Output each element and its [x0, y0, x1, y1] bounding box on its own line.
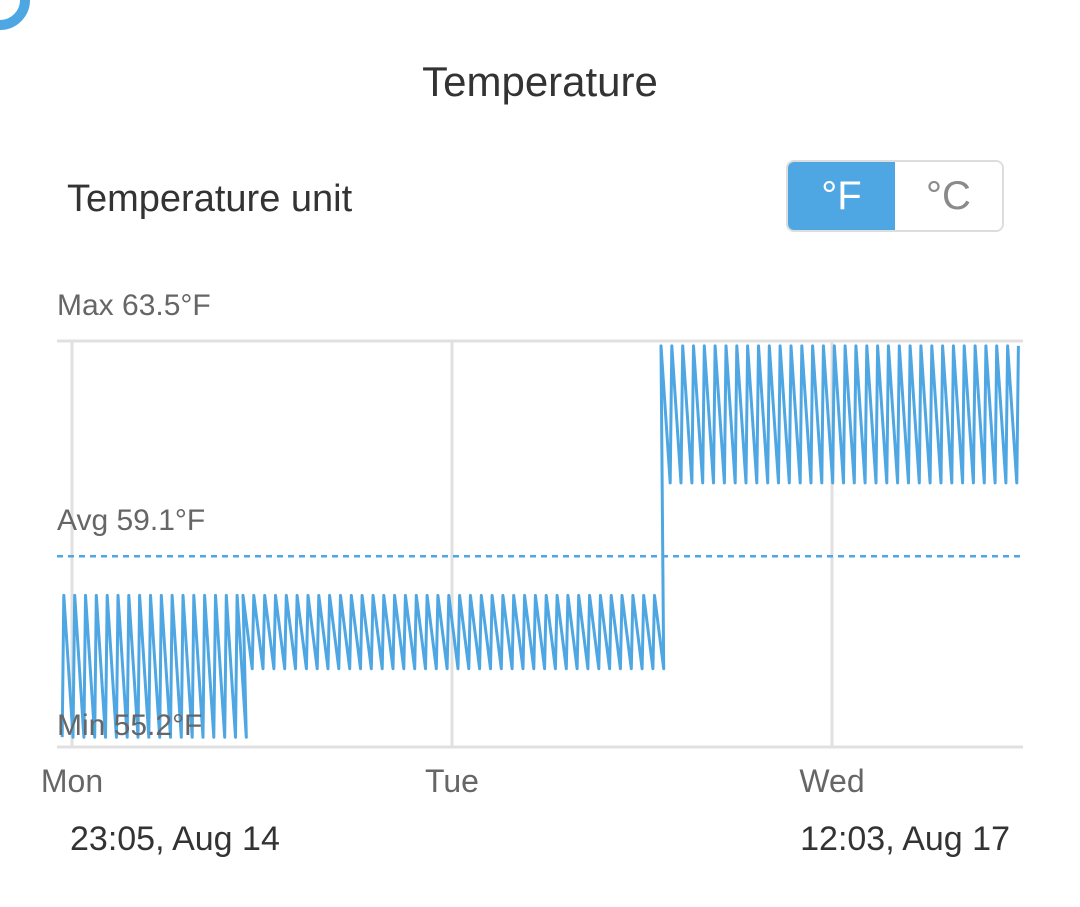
temperature-series-line	[60, 344, 1020, 739]
x-tick-label: Wed	[799, 763, 864, 799]
range-start-date: 23:05, Aug 14	[70, 820, 280, 858]
x-tick-label: Mon	[41, 763, 103, 799]
x-tick-label: Tue	[425, 763, 479, 799]
temperature-chart: Max 63.5°F Avg 59.1°F Min 55.2°F Mon Tue Wed	[41, 289, 1023, 799]
max-label: Max 63.5°F	[57, 289, 211, 322]
avg-label: Avg 59.1°F	[57, 504, 205, 537]
window-corner-accent	[0, 0, 30, 30]
unit-celsius-button[interactable]: °C	[895, 162, 1002, 230]
min-label: Min 55.2°F	[57, 709, 202, 742]
temperature-unit-label: Temperature unit	[67, 178, 353, 220]
range-end-date: 12:03, Aug 17	[800, 820, 1010, 858]
page-title: Temperature	[422, 58, 658, 105]
temperature-unit-toggle[interactable]: °F °C	[786, 160, 1004, 232]
unit-fahrenheit-button[interactable]: °F	[788, 162, 895, 230]
